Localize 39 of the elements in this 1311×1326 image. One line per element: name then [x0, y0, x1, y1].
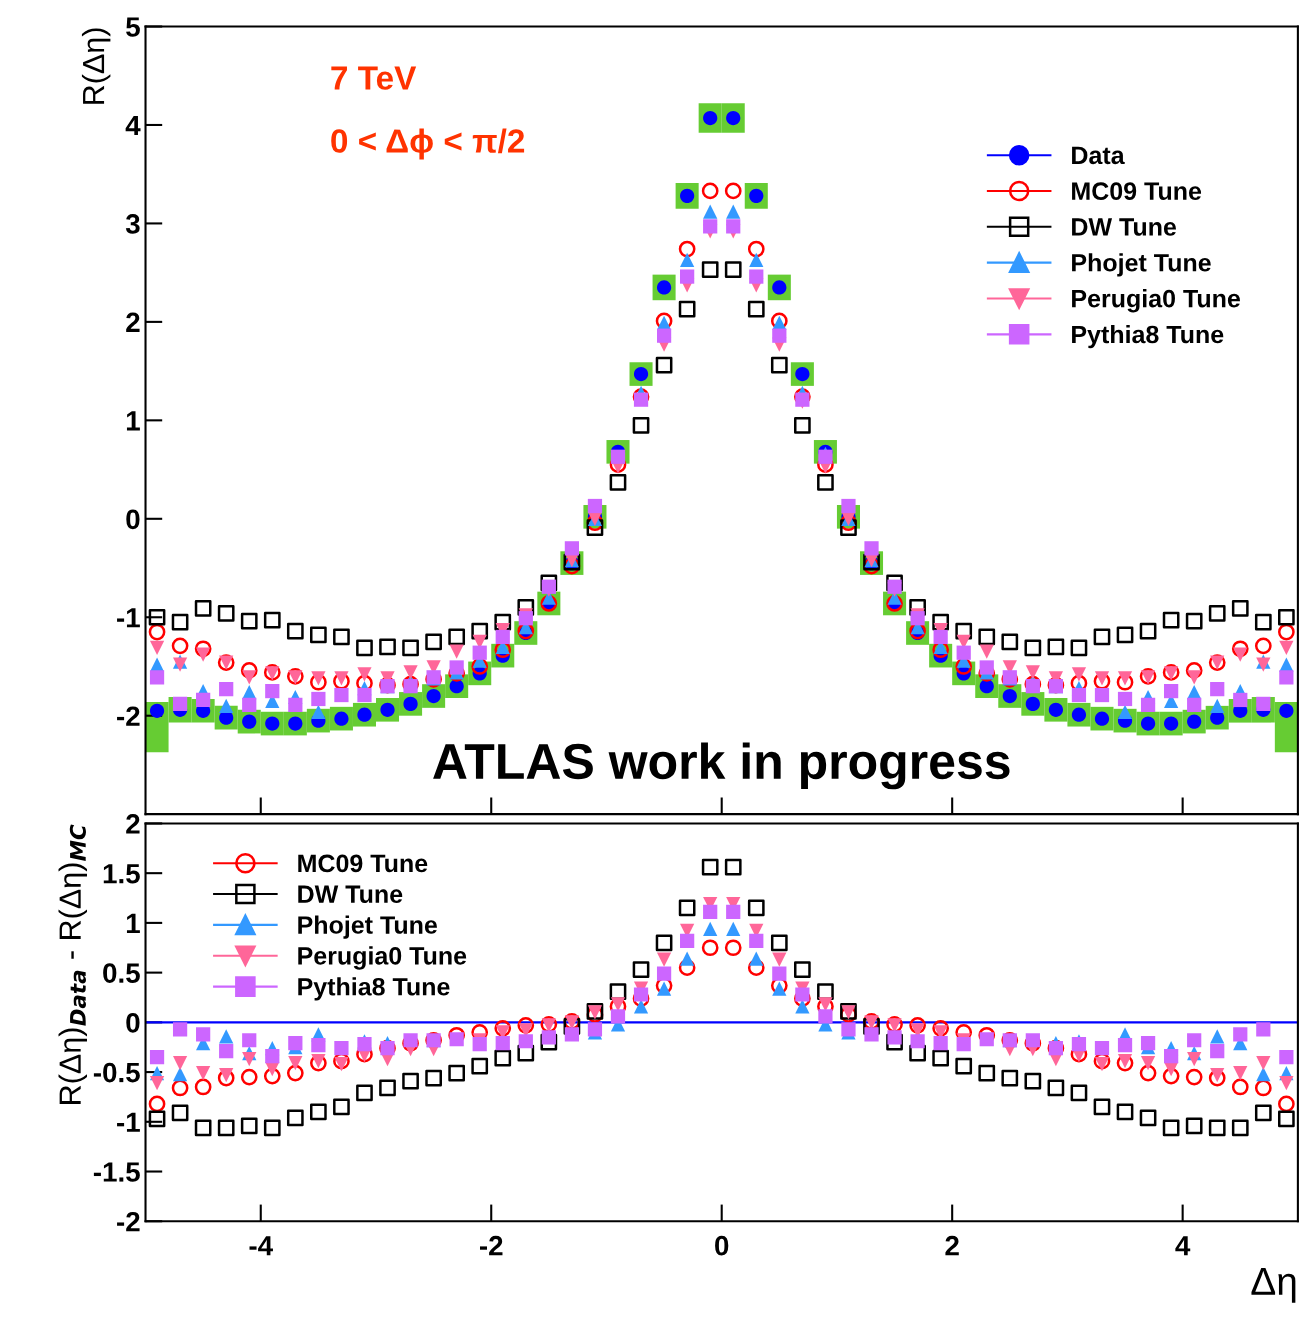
y-tick-label: -1 [117, 1112, 140, 1132]
legend-label: Data [1072, 146, 1125, 165]
y-axis-title: R(Δη) [81, 28, 111, 104]
y-tick-label: -1 [117, 608, 140, 628]
annotation: ATLAS work in progress [433, 742, 1010, 790]
legend-label: Perugia0 Tune [298, 946, 467, 970]
x-tick-label: 2 [945, 1235, 959, 1256]
y-tick-label: -1.5 [93, 1162, 140, 1182]
y-tick-label: 2 [126, 312, 140, 332]
legend-label: Pythia8 Tune [1072, 324, 1224, 349]
y-axis-title: R(Δη)$_{Data}$ - R(Δη)$_{MC}$ [58, 824, 87, 1104]
legend-label: DW Tune [1072, 218, 1177, 236]
legend-label: MC09 Tune [1072, 182, 1202, 201]
legend-label: Perugia0 Tune [1072, 289, 1240, 313]
y-tick-label: 5 [126, 17, 140, 37]
x-tick-label: 4 [1175, 1236, 1191, 1256]
legend-label: Pythia8 Tune [298, 977, 450, 1001]
y-tick-label: -0.5 [93, 1062, 140, 1083]
y-tick-label: 1.5 [103, 864, 140, 884]
y-tick-label: 0 [126, 509, 140, 530]
legend-label: MC09 Tune [298, 854, 428, 873]
y-tick-label: 0.5 [103, 963, 140, 983]
y-tick-label: 1 [126, 913, 140, 933]
legend-label: DW Tune [298, 885, 403, 904]
y-tick-label: 2 [126, 814, 140, 834]
x-tick-label: 0 [715, 1235, 729, 1256]
y-tick-label: 4 [125, 115, 141, 136]
y-tick-label: 0 [126, 1013, 140, 1033]
x-tick-label: -2 [479, 1235, 503, 1256]
y-tick-label: -2 [117, 1211, 140, 1232]
annotation: 0 < Δϕ < π/2 [331, 128, 525, 160]
y-tick-label: 1 [126, 411, 140, 431]
y-tick-label: 3 [125, 214, 140, 234]
x-tick-label: -4 [249, 1236, 273, 1256]
legend-label: Phojet Tune [1072, 253, 1211, 277]
y-tick-label: -2 [117, 706, 140, 726]
legend-label: Phojet Tune [298, 915, 437, 939]
x-axis-title: Δη [1251, 1268, 1296, 1303]
annotation: 7 TeV [331, 66, 417, 90]
